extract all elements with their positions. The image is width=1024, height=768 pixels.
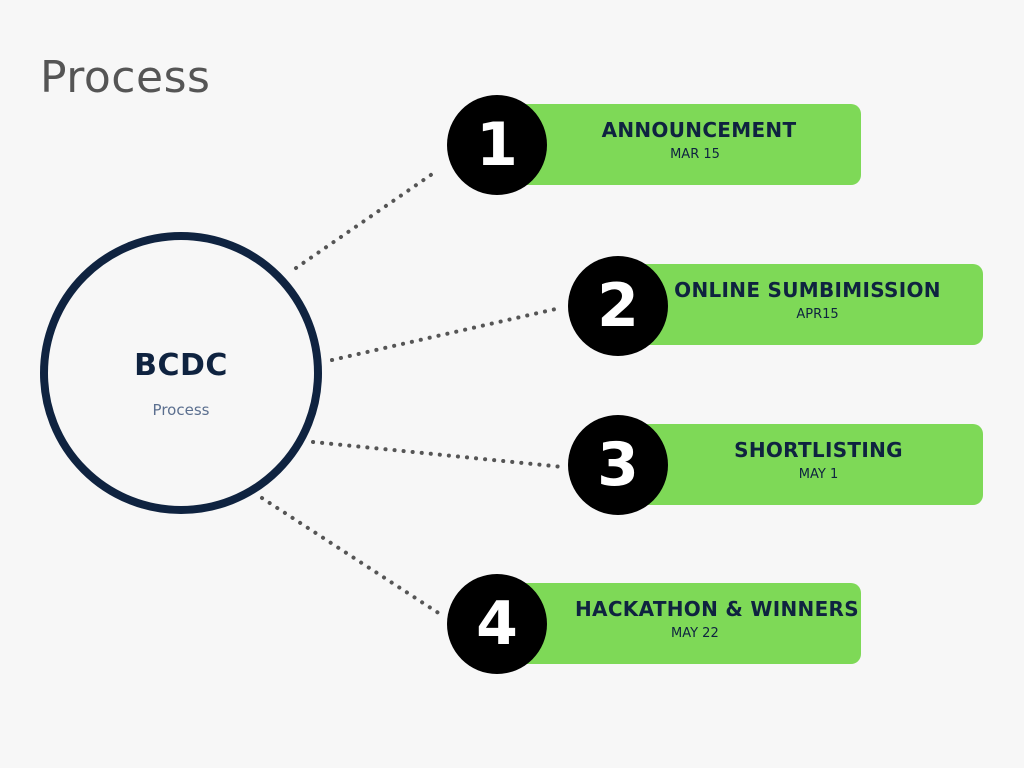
connector-line-1 bbox=[294, 168, 440, 270]
step-date: MAY 22 bbox=[671, 626, 719, 641]
step-card-shortlisting: SHORTLISTING MAY 1 bbox=[628, 424, 983, 505]
step-card-online-submission: ONLINE SUMBIMISSION APR15 bbox=[628, 264, 983, 345]
connector-line-2 bbox=[330, 306, 562, 362]
step-date: MAR 15 bbox=[670, 147, 720, 162]
step-label: HACKATHON & WINNERS bbox=[575, 597, 859, 621]
hub-circle: BCDC Process bbox=[40, 232, 322, 514]
step-number-badge-2: 2 bbox=[568, 256, 668, 356]
step-card-announcement: ANNOUNCEMENT MAR 15 bbox=[505, 104, 861, 185]
hub-subtitle: Process bbox=[152, 401, 210, 419]
hub-title: BCDC bbox=[134, 348, 228, 383]
step-number-badge-1: 1 bbox=[447, 95, 547, 195]
step-number-badge-4: 4 bbox=[447, 574, 547, 674]
connector-line-3 bbox=[311, 440, 565, 469]
step-label: SHORTLISTING bbox=[734, 438, 903, 462]
step-number-badge-3: 3 bbox=[568, 415, 668, 515]
page-title: Process bbox=[40, 52, 211, 103]
step-label: ONLINE SUMBIMISSION bbox=[674, 278, 941, 302]
step-label: ANNOUNCEMENT bbox=[601, 118, 797, 142]
connector-line-4 bbox=[260, 496, 442, 616]
step-card-hackathon-winners: HACKATHON & WINNERS MAY 22 bbox=[505, 583, 861, 664]
step-date: APR15 bbox=[796, 307, 839, 322]
step-date: MAY 1 bbox=[798, 467, 839, 482]
